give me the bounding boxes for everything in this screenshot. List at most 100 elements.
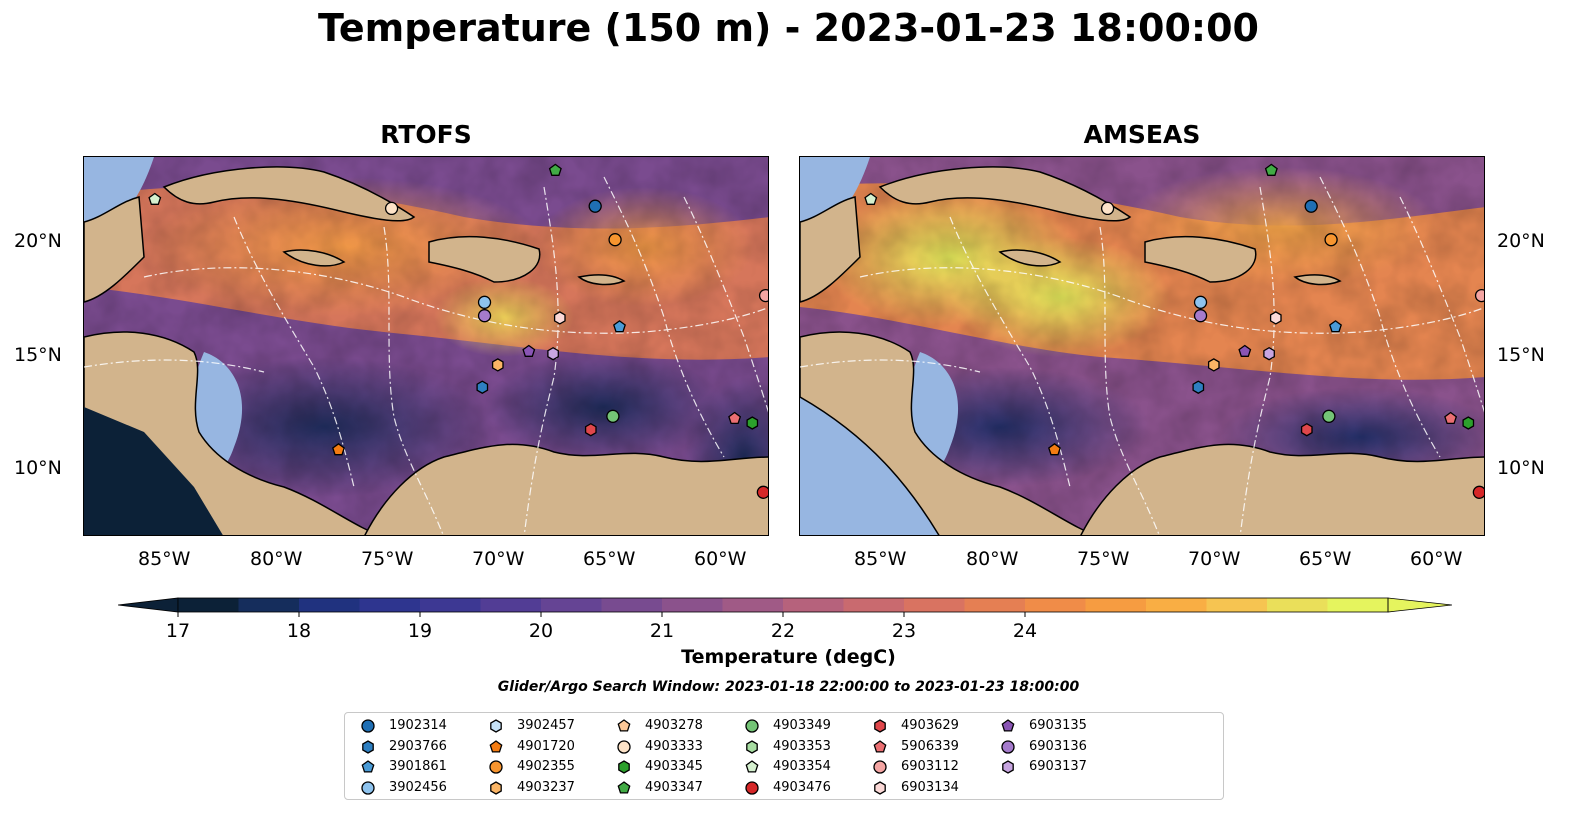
- jamaica-land: [998, 249, 1062, 267]
- float-marker-2903766: [476, 380, 489, 394]
- rtofs-markers: [148, 163, 768, 499]
- float-marker-4903333: [384, 201, 399, 216]
- lat-tick-15n-right: 15°N: [1497, 344, 1545, 366]
- float-marker-6903136: [1193, 309, 1208, 323]
- legend-label: 3902456: [389, 779, 447, 795]
- legend-label: 6903137: [1029, 759, 1087, 774]
- colorbar-segment: [541, 598, 602, 612]
- legend-marker-icon: [617, 719, 631, 732]
- colorbar-tick-label: 23: [892, 620, 916, 642]
- legend-label: 5906339: [901, 738, 959, 754]
- legend-marker-4903629: [874, 719, 886, 733]
- lon-tick-85w-right: 85°W: [854, 548, 907, 570]
- colorbar-segment: [1327, 598, 1389, 612]
- float-marker-6903112: [758, 288, 768, 303]
- legend-label: 4903345: [645, 759, 703, 774]
- colorbar-segment: [299, 598, 360, 612]
- float-marker-4903237: [1207, 358, 1220, 372]
- float-marker-6903135: [522, 344, 536, 357]
- float-marker-4903349: [1322, 409, 1336, 423]
- colorbar-tick-label: 22: [771, 620, 795, 642]
- legend-marker-icon: [617, 780, 631, 794]
- lon-tick-75w-right: 75°W: [1077, 548, 1130, 570]
- colorbar-segment: [1267, 598, 1328, 612]
- lon-tick-80w-right: 80°W: [966, 548, 1019, 570]
- lon-tick-60w-right: 60°W: [1410, 548, 1463, 570]
- float-marker-6903137: [1263, 346, 1275, 361]
- legend-label: 6903135: [1029, 718, 1087, 733]
- legend-label: 4903629: [901, 718, 959, 733]
- puerto-rico-land: [577, 274, 626, 286]
- legend-label: 4903237: [517, 779, 575, 795]
- legend-marker-6903136: [1001, 739, 1015, 754]
- float-marker-4903476: [756, 485, 768, 499]
- legend-marker-icon: [745, 780, 759, 795]
- legend-label: 3902457: [517, 718, 575, 733]
- lon-tick-65w-left: 65°W: [583, 548, 636, 570]
- legend-marker-icon: [745, 760, 759, 773]
- hispaniola-land: [428, 235, 541, 283]
- hispaniola-land: [1144, 235, 1257, 283]
- lon-tick-75w-left: 75°W: [361, 548, 414, 570]
- legend-marker-4901720: [489, 739, 503, 753]
- legend-marker-icon: [361, 760, 375, 773]
- legend-marker-5906339: [873, 739, 887, 753]
- colorbar-svg: 17 18 19 20 21 22 23 24: [117, 597, 1453, 642]
- legend-label: 4903476: [773, 779, 831, 795]
- legend-label: 3901861: [389, 759, 447, 774]
- float-marker-4901720: [332, 442, 345, 456]
- legend-marker-3901861: [361, 760, 375, 773]
- legend-label: 4903349: [773, 718, 831, 733]
- colorbar-extend-max: [1387, 597, 1453, 613]
- colorbar-tick-label: 21: [650, 620, 674, 642]
- colorbar-segment: [783, 598, 844, 612]
- legend-label: 2903766: [389, 738, 447, 754]
- legend-label: 6903112: [901, 759, 959, 774]
- legend-label: 1902314: [389, 718, 447, 733]
- colorbar-tick-label: 20: [529, 620, 553, 642]
- colorbar-segment: [843, 598, 905, 612]
- colorbar-tick-label: 18: [287, 620, 311, 642]
- float-marker-4903345: [746, 416, 759, 430]
- legend-marker-icon: [361, 719, 375, 733]
- float-marker-1902314: [1304, 199, 1318, 213]
- colorbar-segment: [178, 598, 239, 612]
- legend-marker-icon: [874, 719, 886, 733]
- float-marker-4903629: [1300, 422, 1313, 437]
- search-window-text: Glider/Argo Search Window: 2023-01-18 22…: [497, 679, 1080, 695]
- amseas-map[interactable]: [799, 156, 1485, 536]
- colorbar-segment: [480, 598, 542, 612]
- float-marker-6903136: [477, 309, 492, 323]
- float-marker-4903333: [1100, 201, 1115, 216]
- legend-marker-icon: [618, 760, 630, 774]
- legend-marker-3902457: [490, 719, 502, 733]
- colorbar-ticks: 17 18 19 20 21 22 23 24: [166, 612, 1037, 642]
- float-marker-4903476: [1472, 485, 1484, 499]
- legend-marker-1902314: [361, 719, 375, 733]
- eez-boundaries: [800, 176, 1484, 535]
- legend-marker-icon: [490, 780, 502, 795]
- jamaica-land: [282, 249, 346, 267]
- colorbar-segment: [601, 598, 663, 612]
- legend-marker-6903134: [874, 780, 886, 795]
- lat-tick-20n-right: 20°N: [1497, 230, 1545, 252]
- lat-tick-20n-left: 20°N: [14, 230, 62, 252]
- colorbar-tick-label: 19: [408, 620, 432, 642]
- float-marker-4902355: [608, 233, 622, 247]
- float-marker-4903629: [584, 422, 597, 437]
- legend-marker-icon: [1001, 719, 1015, 732]
- rtofs-map[interactable]: [83, 156, 769, 536]
- legend-marker-6903112: [873, 760, 887, 774]
- legend-marker-4903349: [745, 719, 759, 733]
- shallow-water: [800, 157, 870, 227]
- amseas-map-canvas: [800, 157, 1484, 535]
- float-marker-3901861: [1329, 320, 1342, 333]
- shallow-water: [84, 157, 154, 227]
- amseas-panel-title: AMSEAS: [1083, 120, 1201, 149]
- float-marker-4903347: [548, 163, 562, 176]
- legend-label: 4903278: [645, 718, 703, 733]
- float-marker-6903134: [1269, 311, 1282, 325]
- legend-marker-6903137: [1002, 760, 1014, 774]
- south-america-land: [364, 443, 768, 535]
- legend-marker-4903237: [490, 780, 502, 795]
